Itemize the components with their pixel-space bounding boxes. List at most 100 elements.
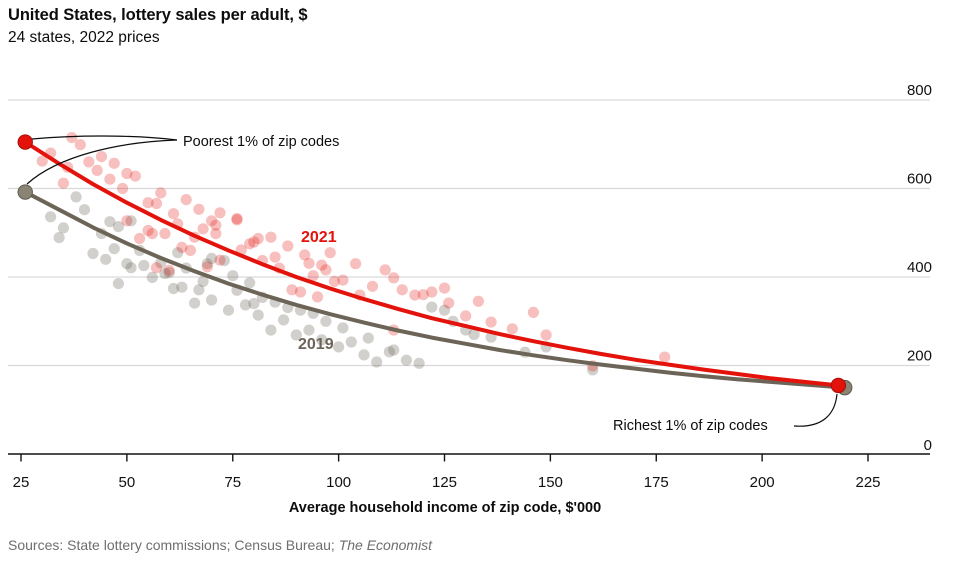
scatter-point-2021 <box>95 151 108 163</box>
scatter-point-2019 <box>163 267 175 279</box>
x-tick-label-150: 150 <box>538 474 563 491</box>
scatter-point-2019 <box>108 243 120 255</box>
leader-line-poorest-2021 <box>31 135 178 141</box>
scatter-point-2019 <box>167 282 180 295</box>
scatter-point-2021 <box>269 251 281 263</box>
scatter-point-2019 <box>112 221 124 233</box>
gridlines-layer: 0 200 400 600 800 <box>8 82 932 454</box>
scatter-point-2021 <box>83 156 95 168</box>
x-tick-label-50: 50 <box>119 474 136 491</box>
scatter-point-2021 <box>282 240 294 252</box>
scatter-point-2021 <box>210 228 222 240</box>
scatter-point-2019 <box>189 297 201 309</box>
scatter-point-2021 <box>286 284 298 296</box>
scatter-point-2019 <box>138 259 150 272</box>
scatter-point-2021 <box>659 351 671 363</box>
scatter-point-2019 <box>244 277 256 289</box>
scatter-point-2021 <box>134 232 146 245</box>
trend-line-2019 <box>23 190 847 390</box>
scatter-point-2021 <box>303 257 315 269</box>
scatter-point-2021 <box>74 139 86 151</box>
scatter-point-2021 <box>527 306 540 318</box>
scatter-point-2019 <box>316 334 328 346</box>
scatter-point-2021 <box>214 254 226 266</box>
scatter-point-2021 <box>163 264 175 276</box>
scatter-point-2021 <box>350 258 362 270</box>
scatter-point-2019 <box>362 332 374 344</box>
scatter-point-2021 <box>150 197 163 210</box>
scatter-point-2021 <box>506 323 518 335</box>
scatter-point-2021 <box>540 329 552 341</box>
scatter-point-2021 <box>159 228 171 240</box>
scatter-point-2019 <box>438 304 451 316</box>
scatter-point-2021 <box>167 208 180 220</box>
scatter-point-2021 <box>210 219 222 231</box>
scatter-point-2019 <box>100 253 112 265</box>
scatter-point-2021 <box>328 275 340 287</box>
scatter-point-2021 <box>299 249 311 261</box>
poorest-dot-2019 <box>17 184 33 200</box>
scatter-point-2019 <box>206 294 218 306</box>
scatter-point-2021 <box>197 223 209 235</box>
scatter-point-2021 <box>426 286 438 298</box>
x-tick-label-25: 25 <box>13 474 30 491</box>
scatter-point-2019 <box>87 247 99 260</box>
scatter-point-2019 <box>278 314 290 326</box>
scatter-point-2019 <box>388 344 400 356</box>
chart-subtitle: 24 states, 2022 prices <box>8 29 160 46</box>
trend-line-2021 <box>23 140 841 388</box>
scatter-point-2021 <box>366 280 379 292</box>
scatter-point-2021 <box>460 310 472 322</box>
scatter-point-2021 <box>180 194 192 206</box>
scatter-point-2019 <box>248 298 260 310</box>
leader-line-poorest-2019 <box>26 139 178 185</box>
x-tick-label-100: 100 <box>326 474 351 491</box>
scatter-point-2019 <box>146 271 158 283</box>
scatter-point-2019 <box>112 278 124 290</box>
scatter-point-2019 <box>57 222 69 234</box>
scatter-point-2021 <box>409 289 421 301</box>
scatter-point-2021 <box>244 238 256 250</box>
scatter-point-2021 <box>252 232 264 245</box>
scatter-point-2019 <box>239 299 252 311</box>
scatter-point-2021 <box>311 291 324 303</box>
scatter-point-2021 <box>142 224 154 237</box>
annotation-poorest: Poorest 1% of zip codes <box>183 134 339 150</box>
scatter-point-2019 <box>218 255 230 267</box>
scatter-point-2019 <box>197 275 209 287</box>
scatter-point-2021 <box>248 236 260 248</box>
source-credit: The Economist <box>338 537 433 553</box>
scatter-point-2021 <box>91 164 103 176</box>
scatter-point-2021 <box>121 215 133 227</box>
scatter-point-2021 <box>142 197 154 209</box>
scatter-point-2021 <box>294 286 307 298</box>
scatter-point-2021 <box>307 270 319 282</box>
scatter-point-2019 <box>45 211 57 223</box>
scatter-point-2019 <box>290 329 302 341</box>
x-tick-label-225: 225 <box>855 474 880 491</box>
x-tick-label-75: 75 <box>224 474 241 491</box>
annotation-richest: Richest 1% of zip codes <box>613 418 768 434</box>
leader-line-richest <box>793 393 838 427</box>
scatter-point-2019 <box>468 328 480 341</box>
scatter-point-2019 <box>587 364 599 376</box>
scatter-point-2021 <box>472 295 484 307</box>
scatter-point-2021 <box>66 132 78 144</box>
scatter-point-2019 <box>201 258 213 270</box>
y-tick-label-0: 0 <box>924 437 932 454</box>
series-label-2021: 2021 <box>301 229 337 246</box>
scatter-point-2021 <box>150 262 163 274</box>
scatter-point-2021 <box>337 274 349 286</box>
scatter-point-2019 <box>176 281 188 293</box>
scatter-point-2021 <box>184 244 196 256</box>
scatter-point-2019 <box>70 191 82 203</box>
scatter-point-2021 <box>214 207 226 219</box>
scatter-point-2021 <box>146 228 158 240</box>
scatter-point-2019 <box>222 304 235 316</box>
x-tick-label-175: 175 <box>644 474 669 491</box>
scatter-point-2019 <box>104 216 116 228</box>
scatter-point-2019 <box>320 315 332 327</box>
scatter-point-2019 <box>333 341 345 353</box>
scatter-point-2021 <box>265 231 277 243</box>
chart-title: United States, lottery sales per adult, … <box>8 6 308 24</box>
